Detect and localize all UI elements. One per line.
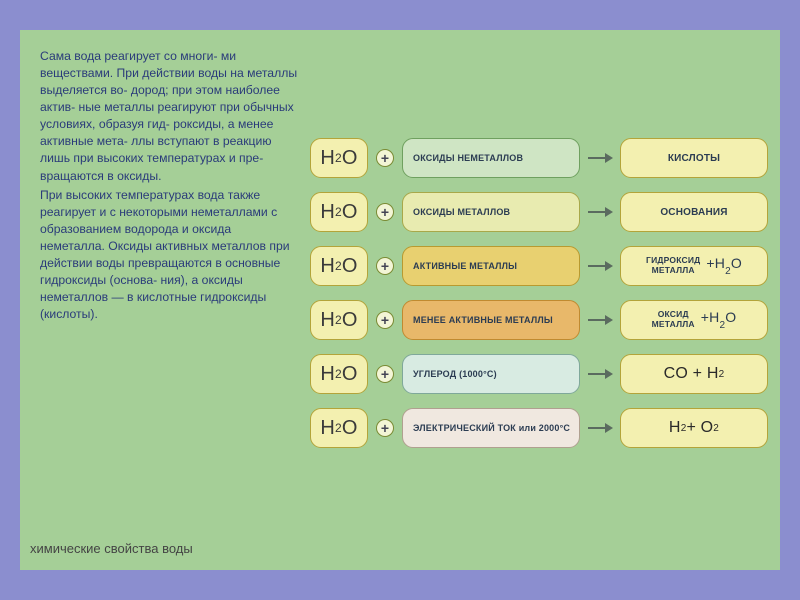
product-pill: КИСЛОТЫ [620,138,768,178]
reaction-rows: H2O + ОКСИДЫ НЕМЕТАЛЛОВ КИСЛОТЫ H2O + ОКСИДЫ М… [310,138,770,448]
product-pill: ОКСИДМЕТАЛЛА+H2O [620,300,768,340]
agent-pill: МЕНЕЕ АКТИВНЫЕ МЕТАЛЛЫ [402,300,580,340]
plus-icon: + [376,257,394,275]
agent-pill: ОКСИДЫ НЕМЕТАЛЛОВ [402,138,580,178]
reaction-row: H2O + УГЛЕРОД (1000°С) CO + H2 [310,354,770,394]
plus-icon: + [376,149,394,167]
arrow-icon [586,206,614,218]
arrow-icon [586,152,614,164]
reaction-row: H2O + МЕНЕЕ АКТИВНЫЕ МЕТАЛЛЫ ОКСИДМЕТАЛЛА+H… [310,300,770,340]
reactant-pill: H2O [310,300,368,340]
agent-pill: ЭЛЕКТРИЧЕСКИЙ ТОК или 2000°С [402,408,580,448]
reactant-pill: H2O [310,246,368,286]
arrow-icon [586,422,614,434]
plus-icon: + [376,203,394,221]
product-pill: H2 + O2 [620,408,768,448]
arrow-icon [586,260,614,272]
plus-icon: + [376,419,394,437]
caption-text: химические свойства воды [30,541,193,556]
description-text: Сама вода реагирует со многи- ми веществ… [40,48,298,323]
diagram-panel: Сама вода реагирует со многи- ми веществ… [20,30,780,570]
reactant-pill: H2O [310,408,368,448]
agent-pill: ОКСИДЫ МЕТАЛЛОВ [402,192,580,232]
plus-icon: + [376,311,394,329]
reactant-pill: H2O [310,192,368,232]
arrow-icon [586,314,614,326]
reaction-row: H2O + ЭЛЕКТРИЧЕСКИЙ ТОК или 2000°С H2 + O2 [310,408,770,448]
reactant-pill: H2O [310,354,368,394]
plus-icon: + [376,365,394,383]
reactant-pill: H2O [310,138,368,178]
reaction-row: H2O + АКТИВНЫЕ МЕТАЛЛЫ ГИДРОКСИДМЕТАЛЛА+H2O [310,246,770,286]
reaction-row: H2O + ОКСИДЫ НЕМЕТАЛЛОВ КИСЛОТЫ [310,138,770,178]
product-pill: ГИДРОКСИДМЕТАЛЛА+H2O [620,246,768,286]
product-pill: ОСНОВАНИЯ [620,192,768,232]
reaction-row: H2O + ОКСИДЫ МЕТАЛЛОВ ОСНОВАНИЯ [310,192,770,232]
agent-pill: УГЛЕРОД (1000°С) [402,354,580,394]
arrow-icon [586,368,614,380]
agent-pill: АКТИВНЫЕ МЕТАЛЛЫ [402,246,580,286]
product-pill: CO + H2 [620,354,768,394]
